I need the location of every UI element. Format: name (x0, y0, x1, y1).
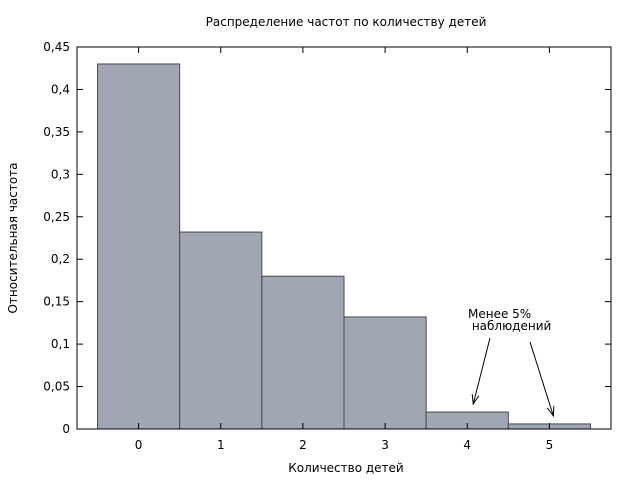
annotation-arrow (529, 341, 554, 417)
plot-frame (76, 46, 612, 430)
annotation-line-2: наблюдений (468, 319, 551, 333)
x-tick-label: 2 (299, 438, 307, 452)
y-tick-label: 0,35 (43, 125, 70, 139)
x-axis-label: Количество детей (288, 461, 403, 475)
annotation-line-1: Менее 5% (468, 307, 531, 321)
y-tick-label: 0,4 (51, 82, 70, 96)
bar-2 (261, 275, 345, 430)
x-tick-label: 3 (381, 438, 389, 452)
x-axis-ticks: 0 1 2 3 4 5 (135, 47, 553, 452)
annotation-arrowhead (471, 394, 480, 406)
chart-title: Распределение частот по количеству детей (206, 15, 487, 29)
annotation-arrowhead (546, 405, 555, 418)
bar-3 (343, 316, 427, 430)
y-tick-label: 0,25 (43, 210, 70, 224)
y-tick-label: 0,45 (43, 40, 70, 54)
x-tick-label: 4 (463, 438, 471, 452)
y-axis-label: Относительная частота (6, 162, 20, 313)
y-tick-label: 0,2 (51, 252, 70, 266)
y-axis-ticks: 0 0,05 0,1 0,15 0,2 0,25 0,3 0,35 0,4 0,45 (43, 40, 611, 436)
bar-1 (179, 231, 263, 430)
x-tick-label: 0 (135, 438, 143, 452)
bars-group (97, 63, 591, 430)
x-tick-label: 5 (546, 438, 554, 452)
y-tick-label: 0 (62, 422, 70, 436)
y-tick-label: 0,1 (51, 337, 70, 351)
y-tick-label: 0,15 (43, 295, 70, 309)
y-tick-label: 0,05 (43, 380, 70, 394)
bar-0 (97, 63, 181, 430)
x-tick-label: 1 (217, 438, 225, 452)
annotation-arrow (472, 337, 491, 405)
annotation: Менее 5% наблюдений (468, 307, 555, 418)
y-tick-label: 0,3 (51, 167, 70, 181)
